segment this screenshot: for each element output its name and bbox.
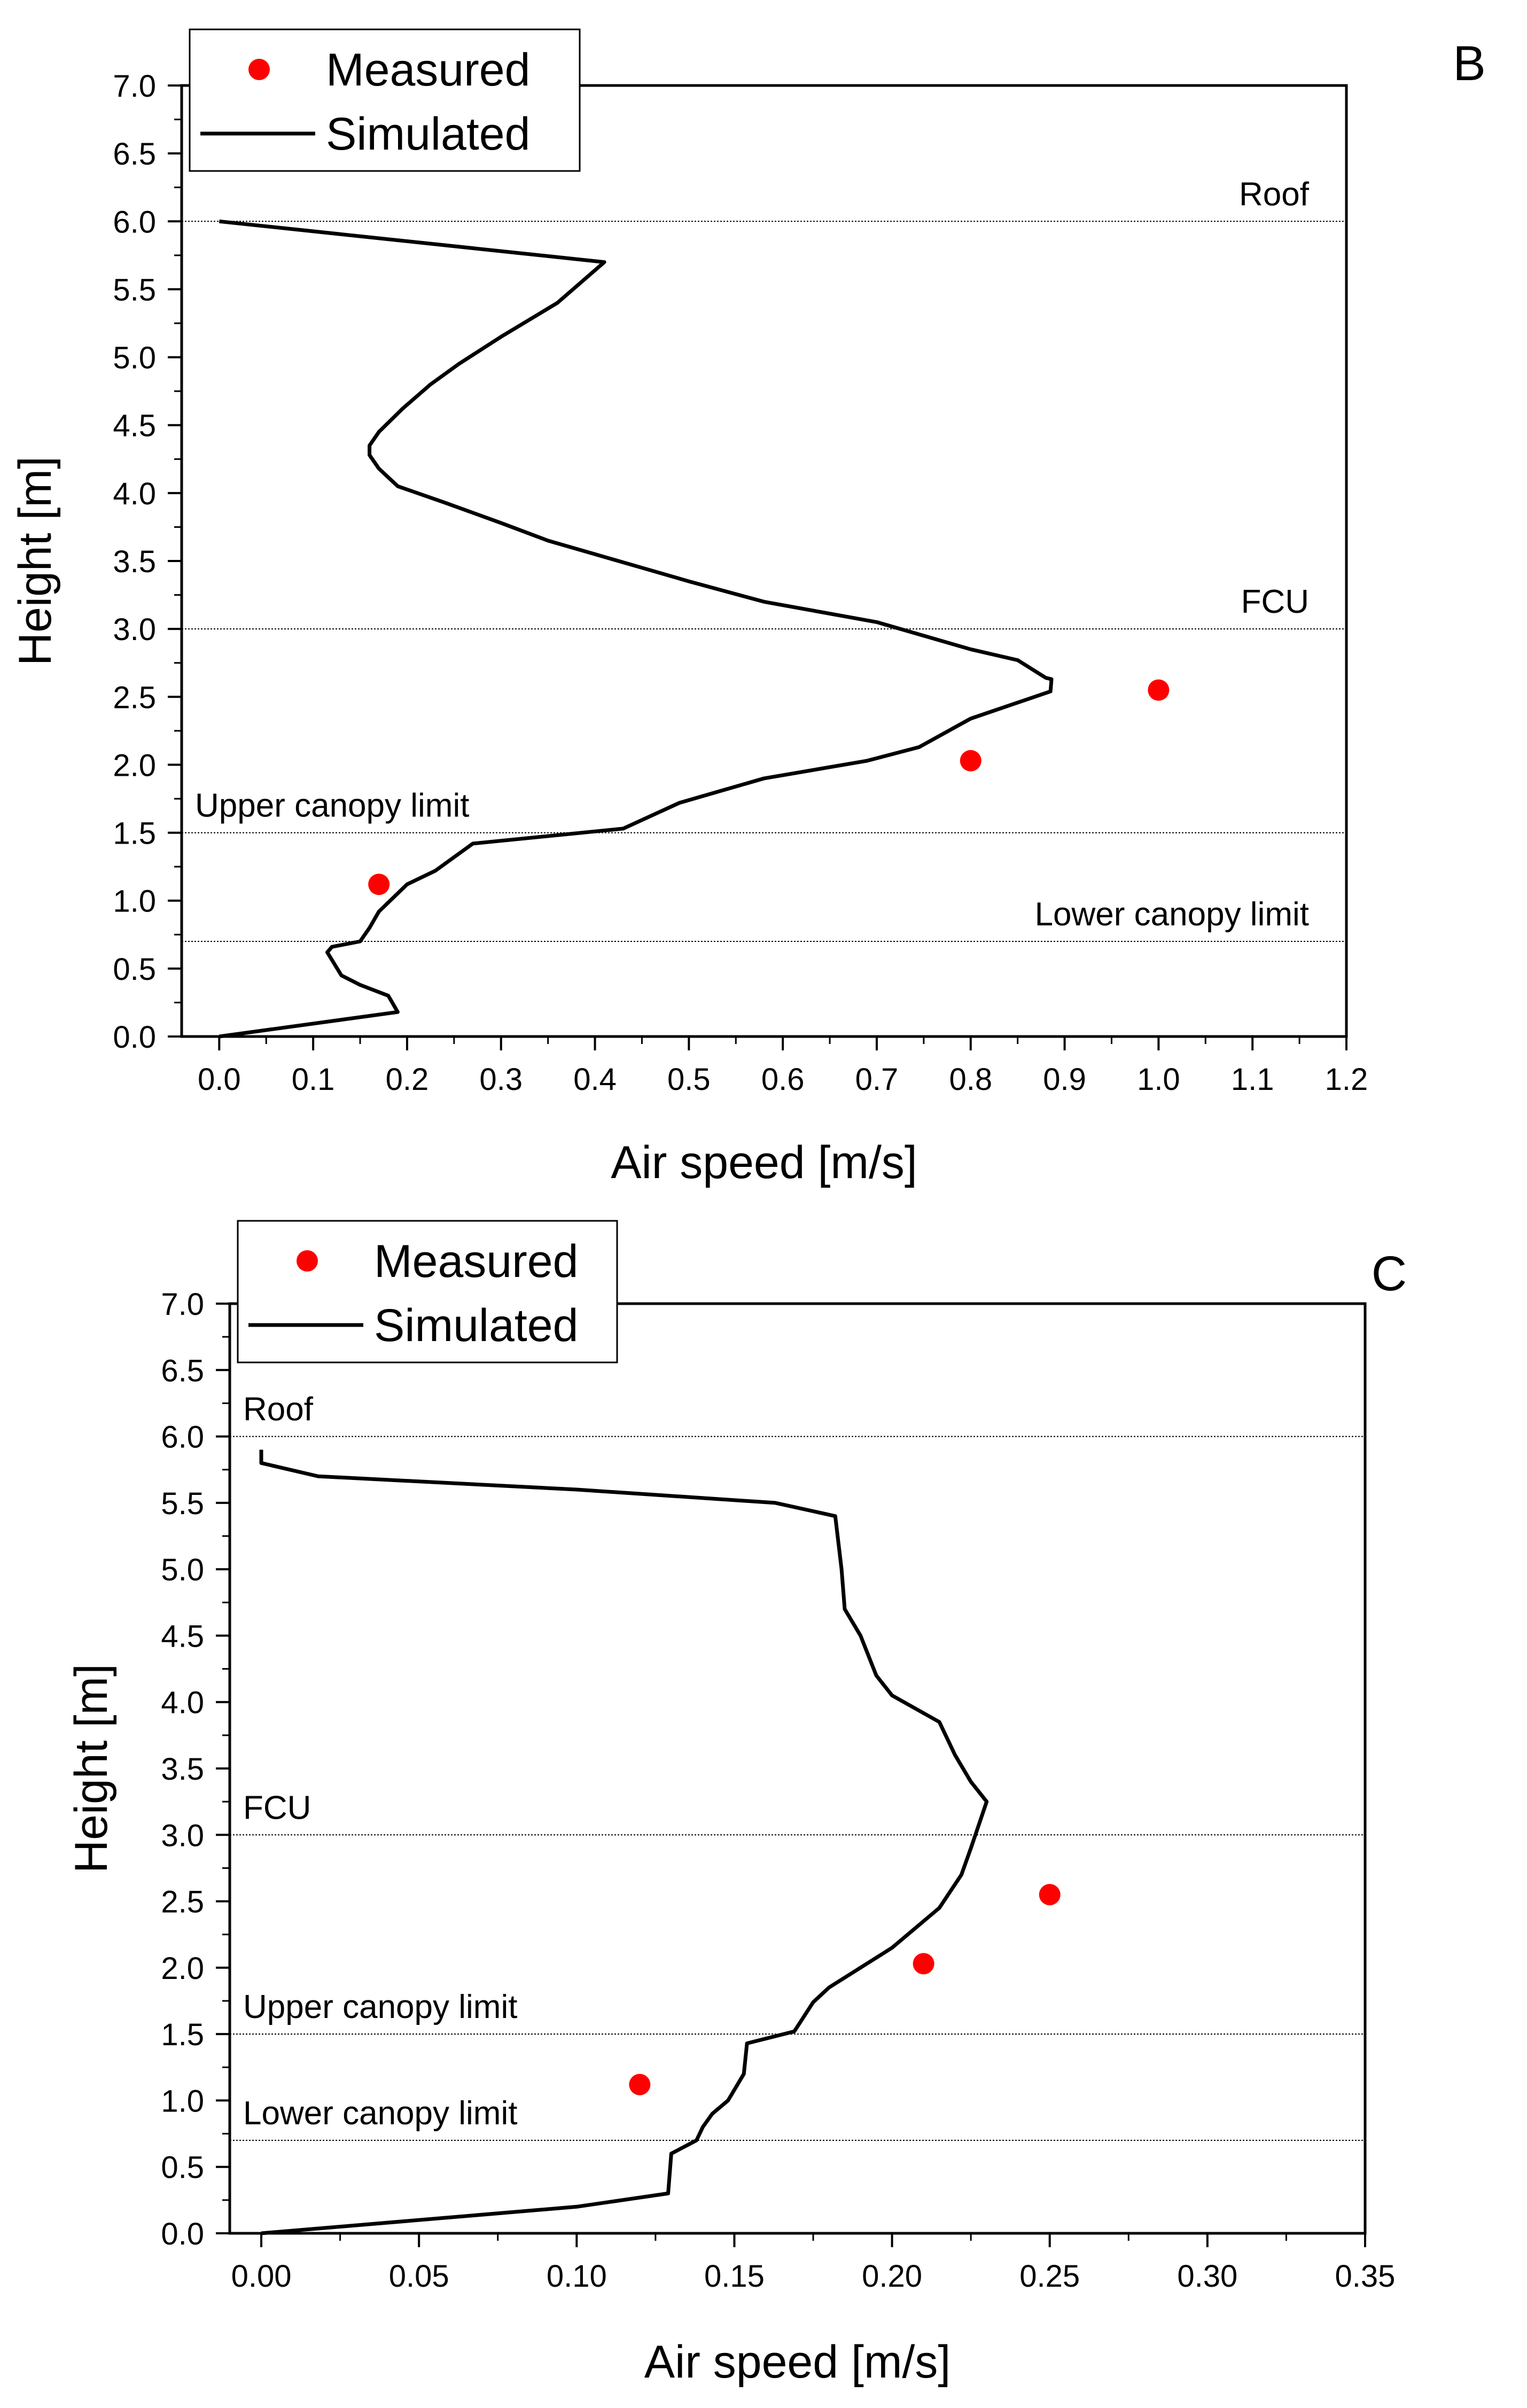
- x-tick-label: 0.3: [479, 1062, 523, 1097]
- measured-point: [1148, 679, 1170, 701]
- y-axis-title: Height [m]: [66, 1664, 117, 1873]
- legend-box: [189, 28, 581, 172]
- x-tick-label: 0.8: [949, 1062, 992, 1097]
- x-tick-label: 0.2: [386, 1062, 429, 1097]
- y-tick-label: 5.5: [113, 272, 156, 307]
- legend: Measured Simulated: [189, 28, 581, 172]
- legend-measured-marker: [248, 59, 270, 80]
- y-tick-label: 1.5: [113, 816, 156, 851]
- y-tick-label: 3.0: [161, 1818, 204, 1853]
- panel-b-chart: 0.0 0.1 0.2 0.3 0.4 0.5 0.6 0.7 0.8 0.9 1.0 1.1 1.2 …: [10, 28, 1486, 1188]
- y-axis-ticks: 0.0 0.5 1.0 1.5 2.0 2.5 3.0 3.5 4.0 4.5 5.0 5.5 6.0 6…: [113, 69, 182, 1055]
- x-tick-label: 0.20: [862, 2259, 922, 2294]
- measured-point: [913, 1953, 934, 1975]
- y-tick-label: 6.5: [113, 137, 156, 172]
- reference-label: Lower canopy limit: [1035, 896, 1309, 933]
- y-tick-label: 0.0: [161, 2217, 204, 2251]
- measured-point: [368, 874, 390, 895]
- y-tick-label: 1.0: [161, 2084, 204, 2118]
- x-tick-label: 0.10: [547, 2259, 607, 2294]
- reference-labels: Roof FCU Upper canopy limit Lower canopy li…: [195, 176, 1310, 933]
- measured-point: [1039, 1884, 1061, 1906]
- y-tick-label: 0.5: [161, 2150, 204, 2185]
- y-tick-label: 2.0: [113, 748, 156, 783]
- y-tick-label: 2.5: [161, 1885, 204, 1920]
- y-tick-label: 4.5: [161, 1619, 204, 1654]
- y-tick-label: 6.5: [161, 1353, 204, 1388]
- reference-label: Upper canopy limit: [243, 1989, 517, 2025]
- plot-content: [219, 219, 1170, 1039]
- x-tick-label: 0.30: [1177, 2259, 1237, 2294]
- simulated-line: [259, 1450, 989, 2235]
- reference-lines: [182, 221, 1346, 942]
- reference-label: Upper canopy limit: [195, 788, 469, 824]
- x-tick-label: 0.15: [704, 2259, 765, 2294]
- y-tick-label: 5.5: [161, 1486, 204, 1521]
- x-tick-label: 0.7: [855, 1062, 899, 1097]
- x-tick-label: 0.35: [1335, 2259, 1396, 2294]
- reference-lines: [230, 1436, 1365, 2141]
- y-tick-label: 4.0: [161, 1686, 204, 1720]
- reference-label: Roof: [1239, 176, 1310, 213]
- x-axis-title: Air speed [m/s]: [644, 2336, 951, 2388]
- x-tick-label: 1.0: [1137, 1062, 1180, 1097]
- x-tick-label: 0.6: [761, 1062, 805, 1097]
- reference-label: FCU: [1241, 583, 1309, 620]
- legend-measured-label: Measured: [326, 44, 530, 96]
- x-tick-label: 0.05: [389, 2259, 449, 2294]
- measured-point: [629, 2074, 651, 2095]
- legend-simulated-label: Simulated: [326, 108, 530, 160]
- y-axis-ticks: 0.0 0.5 1.0 1.5 2.0 2.5 3.0 3.5 4.0 4.5 5.0 5.5 6.0 6…: [161, 1287, 230, 2251]
- x-tick-label: 0.00: [231, 2259, 292, 2294]
- y-tick-label: 4.0: [113, 477, 156, 511]
- plot-frame: [228, 1302, 1367, 2235]
- reference-labels: Roof FCU Upper canopy limit Lower canopy li…: [243, 1391, 517, 2132]
- simulated-line: [219, 219, 1054, 1039]
- y-tick-label: 3.0: [113, 612, 156, 647]
- x-tick-label: 0.25: [1019, 2259, 1080, 2294]
- plot-frame: [180, 84, 1348, 1038]
- y-tick-label: 4.5: [113, 409, 156, 443]
- y-tick-label: 1.0: [113, 884, 156, 919]
- x-tick-label: 1.1: [1231, 1062, 1274, 1097]
- y-tick-label: 0.0: [113, 1020, 156, 1055]
- y-tick-label: 7.0: [161, 1287, 204, 1322]
- legend: Measured Simulated: [237, 1220, 618, 1363]
- x-axis-title: Air speed [m/s]: [611, 1137, 917, 1188]
- y-tick-label: 0.5: [113, 952, 156, 987]
- legend-box: [237, 1220, 618, 1363]
- panel-c-chart: 0.00 0.05 0.10 0.15 0.20 0.25 0.30 0.35 0.0 0.5 1…: [66, 1220, 1407, 2388]
- y-tick-label: 3.5: [161, 1752, 204, 1787]
- y-tick-label: 5.0: [113, 341, 156, 376]
- plot-content: [259, 1450, 1061, 2235]
- x-axis-ticks: 0.0 0.1 0.2 0.3 0.4 0.5 0.6 0.7 0.8 0.9 1.0 1.1 1.2: [198, 1037, 1368, 1097]
- reference-label: Roof: [243, 1391, 314, 1428]
- x-axis-ticks: 0.00 0.05 0.10 0.15 0.20 0.25 0.30 0.35: [231, 2233, 1396, 2294]
- legend-measured-marker: [297, 1250, 318, 1272]
- y-axis-title: Height [m]: [10, 456, 61, 666]
- y-tick-label: 2.5: [113, 680, 156, 715]
- y-tick-label: 2.0: [161, 1951, 204, 1986]
- x-tick-label: 0.1: [292, 1062, 335, 1097]
- y-tick-label: 3.5: [113, 544, 156, 579]
- y-tick-label: 6.0: [161, 1420, 204, 1455]
- y-tick-label: 5.0: [161, 1553, 204, 1587]
- x-tick-label: 0.0: [198, 1062, 241, 1097]
- panel-label: B: [1453, 36, 1485, 91]
- y-tick-label: 7.0: [113, 69, 156, 104]
- x-tick-label: 0.4: [573, 1062, 617, 1097]
- measured-point: [960, 750, 981, 772]
- reference-label: FCU: [243, 1789, 311, 1826]
- x-tick-label: 1.2: [1325, 1062, 1368, 1097]
- panel-label: C: [1372, 1246, 1407, 1301]
- reference-label: Lower canopy limit: [243, 2095, 517, 2132]
- x-tick-label: 0.9: [1043, 1062, 1086, 1097]
- legend-measured-label: Measured: [374, 1236, 578, 1287]
- y-tick-label: 6.0: [113, 205, 156, 239]
- legend-simulated-label: Simulated: [374, 1300, 578, 1351]
- y-tick-label: 1.5: [161, 2017, 204, 2052]
- x-tick-label: 0.5: [667, 1062, 711, 1097]
